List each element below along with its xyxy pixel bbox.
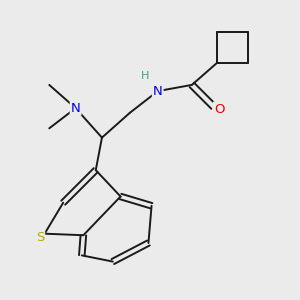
Text: S: S xyxy=(36,231,44,244)
Text: N: N xyxy=(153,85,163,98)
Text: N: N xyxy=(71,102,80,115)
Text: O: O xyxy=(214,103,224,116)
Text: H: H xyxy=(141,70,149,81)
